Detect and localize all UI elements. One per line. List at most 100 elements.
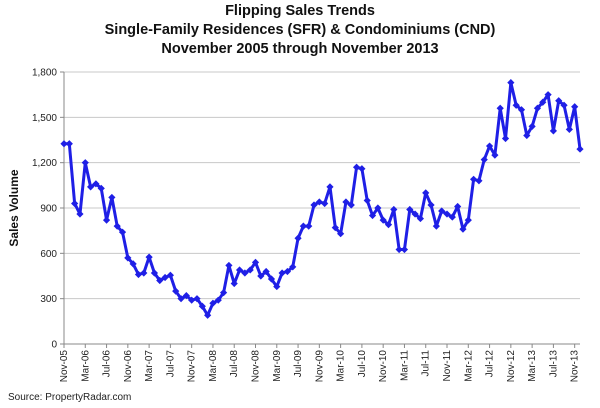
data-point: [118, 228, 127, 236]
y-tick-label: 1,500: [32, 113, 57, 124]
data-point: [188, 296, 196, 304]
data-point: [262, 267, 270, 276]
data-point: [315, 198, 323, 206]
data-point: [406, 205, 414, 214]
data-point: [241, 269, 249, 277]
data-point: [326, 183, 334, 191]
x-tick-label: Mar-12: [463, 350, 474, 382]
data-point: [257, 272, 265, 280]
data-point: [571, 103, 579, 111]
data-point: [97, 184, 105, 192]
x-tick-label: Nov-07: [187, 350, 198, 383]
x-tick-label: Mar-10: [336, 350, 347, 382]
x-tick-label: Jul-12: [485, 350, 496, 378]
data-point: [576, 145, 584, 153]
data-point: [310, 201, 318, 209]
data-point: [555, 97, 563, 105]
data-point: [166, 271, 174, 279]
data-point: [422, 189, 430, 197]
data-point: [209, 299, 217, 307]
data-point: [331, 224, 339, 232]
y-tick-label: 1,200: [32, 158, 57, 169]
chart-title: Flipping Sales Trends Single-Family Resi…: [105, 3, 496, 57]
x-tick-label: Nov-08: [251, 350, 262, 383]
data-point: [273, 282, 281, 291]
data-point: [278, 269, 286, 277]
x-tick-label: Mar-13: [527, 350, 538, 382]
data-point: [358, 165, 366, 173]
data-point: [560, 101, 568, 109]
y-tick-label: 600: [40, 249, 57, 260]
x-tick-label: Jul-10: [357, 350, 368, 378]
x-tick-label: Nov-09: [314, 350, 325, 383]
x-tick-label: Nov-10: [378, 350, 389, 383]
data-point: [86, 183, 95, 191]
data-point: [92, 180, 100, 188]
data-point: [374, 204, 382, 212]
data-point: [129, 260, 137, 268]
data-point: [150, 269, 159, 277]
data-point: [235, 266, 244, 274]
y-axis-label: Sales Volume: [7, 169, 21, 246]
data-point: [459, 225, 467, 233]
data-point: [198, 302, 206, 310]
data-point: [305, 222, 313, 230]
data-point: [347, 201, 355, 209]
series: [60, 78, 584, 319]
x-tick-label: Jul-06: [102, 350, 113, 378]
data-point: [390, 205, 398, 214]
y-tick-label: 0: [51, 340, 57, 351]
y-tick-label: 900: [40, 204, 57, 215]
data-point: [379, 216, 387, 224]
data-point: [251, 258, 260, 266]
x-tick-label: Mar-06: [80, 350, 91, 382]
data-point: [384, 221, 393, 229]
x-tick-label: Mar-11: [399, 350, 410, 381]
data-point: [411, 210, 419, 218]
data-point: [60, 140, 68, 148]
data-point: [432, 222, 440, 230]
x-tick-label: Mar-07: [144, 350, 155, 382]
data-point: [470, 175, 478, 183]
data-point: [182, 292, 190, 300]
data-point: [443, 210, 451, 218]
data-point: [214, 296, 222, 304]
data-point: [464, 216, 472, 224]
data-point: [225, 261, 233, 270]
data-point: [337, 230, 345, 238]
data-point: [523, 131, 531, 140]
data-point: [161, 273, 169, 282]
data-point: [395, 245, 403, 254]
data-point: [283, 267, 292, 276]
x-tick-label: Jul-09: [293, 350, 304, 378]
data-point: [533, 104, 542, 112]
data-point: [177, 295, 185, 303]
data-point: [65, 140, 73, 148]
data-point: [81, 159, 89, 167]
x-tick-label: Nov-05: [59, 350, 70, 383]
data-point: [539, 98, 547, 106]
x-tick-label: Nov-11: [442, 350, 453, 382]
data-point: [507, 78, 515, 87]
x-tick-label: Jul-11: [421, 350, 432, 377]
data-point: [342, 198, 350, 206]
x-tick-label: Mar-09: [272, 350, 283, 382]
data-point: [565, 125, 573, 134]
y-axis-ticks: 0 300 600 900 1,200 1,500 1,800: [32, 68, 64, 351]
y-tick-label: 300: [40, 294, 57, 305]
data-point: [172, 287, 180, 295]
data-point: [219, 289, 228, 297]
data-point: [400, 245, 409, 254]
data-point: [517, 106, 526, 114]
data-point: [501, 134, 510, 143]
data-point: [368, 211, 377, 220]
x-tick-label: Jul-08: [229, 350, 240, 378]
data-point: [475, 177, 483, 185]
data-point: [549, 127, 558, 135]
chart-title-line-2: Single-Family Residences (SFR) & Condomi…: [105, 22, 496, 38]
data-point: [528, 122, 536, 130]
x-tick-label: Jul-07: [165, 350, 176, 378]
x-tick-label: Jul-13: [548, 350, 559, 378]
data-point: [363, 196, 371, 205]
gridlines: [64, 71, 580, 300]
